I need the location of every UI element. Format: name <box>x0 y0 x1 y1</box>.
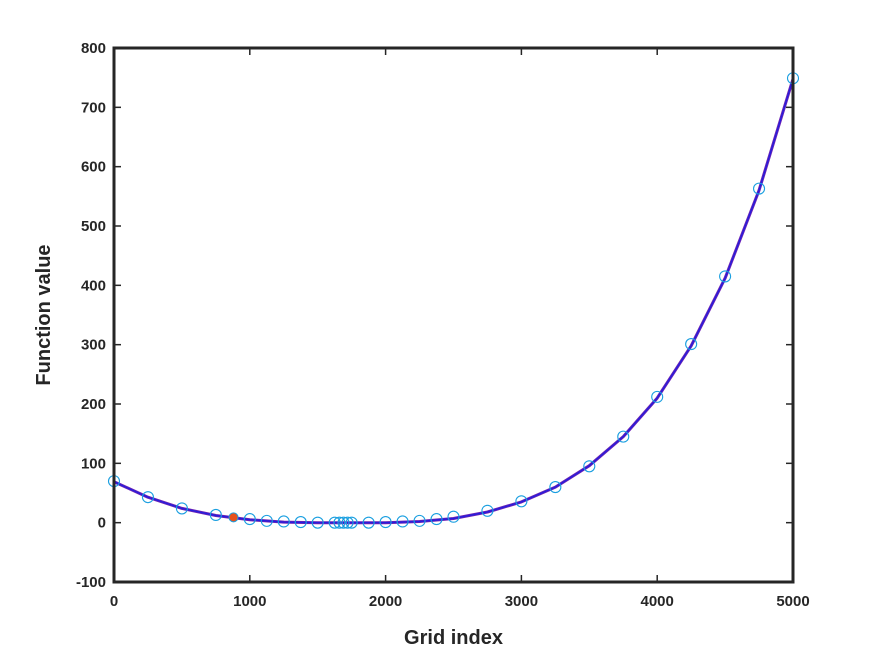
x-axis-label: Grid index <box>404 627 503 649</box>
data-point <box>337 516 350 529</box>
y-tick-label: 400 <box>81 277 106 294</box>
data-point <box>583 460 596 473</box>
data-point <box>752 182 766 195</box>
data-point <box>413 514 426 527</box>
data-point <box>311 516 324 529</box>
plot-area <box>114 48 793 582</box>
highlight-point <box>228 512 239 523</box>
y-tick-label: 800 <box>81 40 106 57</box>
data-layer <box>107 72 800 529</box>
data-point <box>447 510 460 523</box>
data-point <box>515 495 528 508</box>
y-tick-label: 300 <box>81 337 106 354</box>
x-tick-label: 4000 <box>641 593 674 610</box>
data-point <box>341 516 354 529</box>
data-point <box>345 516 358 529</box>
x-tick-label: 2000 <box>369 593 402 610</box>
data-point <box>617 430 630 443</box>
data-point <box>651 390 664 403</box>
data-point <box>175 502 188 515</box>
y-tick-label: 100 <box>81 455 106 472</box>
y-tick-label: 700 <box>81 99 106 116</box>
data-point <box>396 515 409 528</box>
y-tick-label: -100 <box>76 574 106 591</box>
y-axis-label: Function value <box>33 244 55 385</box>
data-point <box>209 508 222 522</box>
data-point <box>294 516 307 529</box>
data-point <box>549 481 562 494</box>
data-point <box>333 516 346 529</box>
data-point <box>243 513 256 526</box>
data-point <box>362 516 375 529</box>
x-tick-label: 1000 <box>233 593 266 610</box>
data-point <box>719 270 732 283</box>
x-tick-label: 5000 <box>776 593 809 610</box>
data-point <box>379 516 392 529</box>
y-tick-label: 500 <box>81 218 106 235</box>
y-tick-label: 600 <box>81 159 106 176</box>
x-tick-label: 0 <box>110 593 118 610</box>
axes-box <box>112 46 795 584</box>
y-tick-label: 200 <box>81 396 106 413</box>
fitted-curve-overlay <box>113 78 794 524</box>
data-point <box>260 514 273 527</box>
x-tick-label: 3000 <box>505 593 538 610</box>
ticks-layer: 0 1000 2000 3000 4000 5000-100010020030040050… <box>76 40 810 610</box>
data-point <box>277 515 290 528</box>
data-point <box>430 513 443 526</box>
data-point <box>685 338 698 351</box>
data-point <box>328 516 341 529</box>
data-point <box>481 504 494 517</box>
y-tick-label: 0 <box>98 515 106 532</box>
data-point <box>141 491 154 504</box>
